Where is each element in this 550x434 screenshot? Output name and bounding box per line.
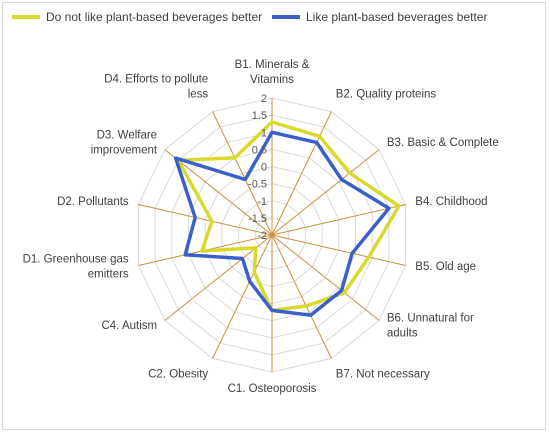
category-label-1: B2. Quality proteins (336, 89, 437, 101)
tick-label-4: 0 (261, 162, 267, 174)
spoke-3 (271, 204, 406, 236)
category-label-10: D1. Greenhouse gas emitters (23, 254, 129, 281)
spoke-5 (271, 234, 380, 321)
tick-label-8: 2 (261, 93, 267, 105)
category-label-9: C4. Autism (101, 320, 157, 332)
spoke-2 (271, 149, 380, 236)
category-label-7: C1. Osteoporosis (228, 383, 317, 395)
tick-label-7: 1.5 (252, 110, 267, 122)
spoke-6 (271, 234, 332, 359)
tick-label-1: -1.5 (248, 213, 267, 225)
chart-frame (2, 2, 546, 430)
category-label-0: B1. Minerals & Vitamins (235, 59, 310, 86)
tick-label-6: 1 (261, 127, 267, 139)
category-label-13: D4. Efforts to pollute less (104, 74, 208, 101)
spoke-13 (212, 111, 273, 236)
series-line-2 (173, 130, 391, 317)
spoke-4 (271, 234, 406, 266)
spoke-11 (138, 204, 273, 236)
category-label-5: B6. Unnatural for adults (387, 313, 474, 340)
radar-series (173, 120, 401, 317)
tick-label-5: 0.5 (252, 144, 267, 156)
tick-label-2: -1 (257, 196, 267, 208)
tick-label-3: -0.5 (248, 179, 267, 191)
category-label-4: B5. Old age (415, 261, 476, 273)
spoke-8 (212, 234, 273, 359)
radar-spokes (138, 98, 406, 372)
tick-label-0: -2 (257, 230, 267, 242)
legend-label-1: Do not like plant-based beverages better (46, 10, 262, 24)
category-label-12: D3. Welfare improvement (91, 129, 158, 156)
category-label-3: B4. Childhood (415, 196, 487, 208)
legend: Do not like plant-based beverages better… (12, 10, 487, 24)
radial-tick-labels: -2 -1.5 -1 -0.5 0 0.5 1 1.5 2 (248, 93, 267, 242)
legend-label-2: Like plant-based beverages better (306, 10, 487, 24)
spoke-12 (164, 149, 273, 236)
category-label-6: B7. Not necessary (336, 368, 430, 380)
category-labels: B1. Minerals & Vitamins B2. Quality protei… (23, 59, 499, 395)
category-label-11: D2. Pollutants (57, 196, 129, 208)
category-label-2: B3. Basic & Complete (387, 137, 499, 149)
category-label-8: C2. Obesity (148, 368, 208, 380)
spoke-1 (271, 111, 332, 236)
